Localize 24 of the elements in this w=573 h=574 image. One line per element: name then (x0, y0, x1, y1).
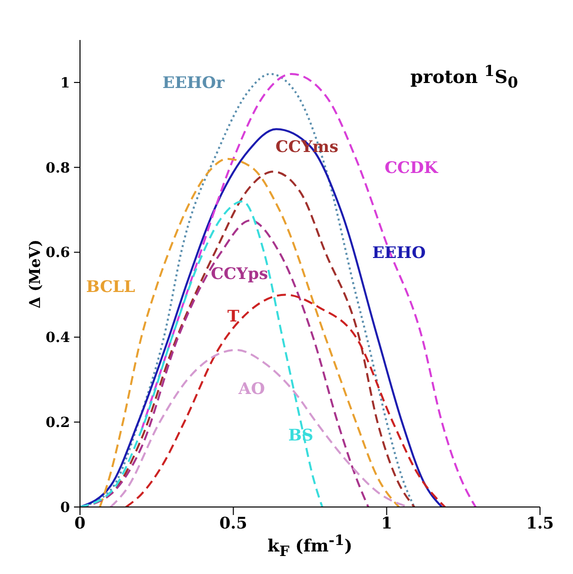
y-axis-title: Δ (MeV) (26, 239, 44, 308)
x-tick-label: 1 (381, 513, 392, 532)
y-tick-label: 0.2 (46, 415, 70, 432)
text: proton $^{1}$S$_{0}$ (410, 62, 518, 92)
series-label: T (227, 306, 240, 326)
y-tick-label: 0.4 (46, 330, 70, 346)
y-tick-label: 1 (60, 75, 70, 92)
line-series (125, 294, 446, 507)
y-tick-label: 0 (60, 500, 70, 516)
y-tick-label: 0.8 (46, 160, 70, 176)
series-label: CCYps (210, 264, 268, 284)
x-tick-label: 1.5 (526, 513, 554, 532)
x-tick-label: 0.5 (219, 513, 248, 532)
line-series (80, 128, 443, 507)
x-axis-title: k$_{F}$ (fm$^{-1}$) (266, 533, 354, 560)
line-series (140, 72, 477, 507)
series-label: AO (238, 378, 265, 398)
series-label: CCDK (384, 158, 439, 178)
series-label: BS (288, 426, 314, 445)
series-label: EEHOr (162, 73, 225, 92)
line-series (80, 200, 324, 507)
y-tick-label: 0.6 (46, 245, 70, 262)
x-tick-label: 0 (74, 513, 86, 532)
series-label: BCLL (86, 276, 136, 296)
